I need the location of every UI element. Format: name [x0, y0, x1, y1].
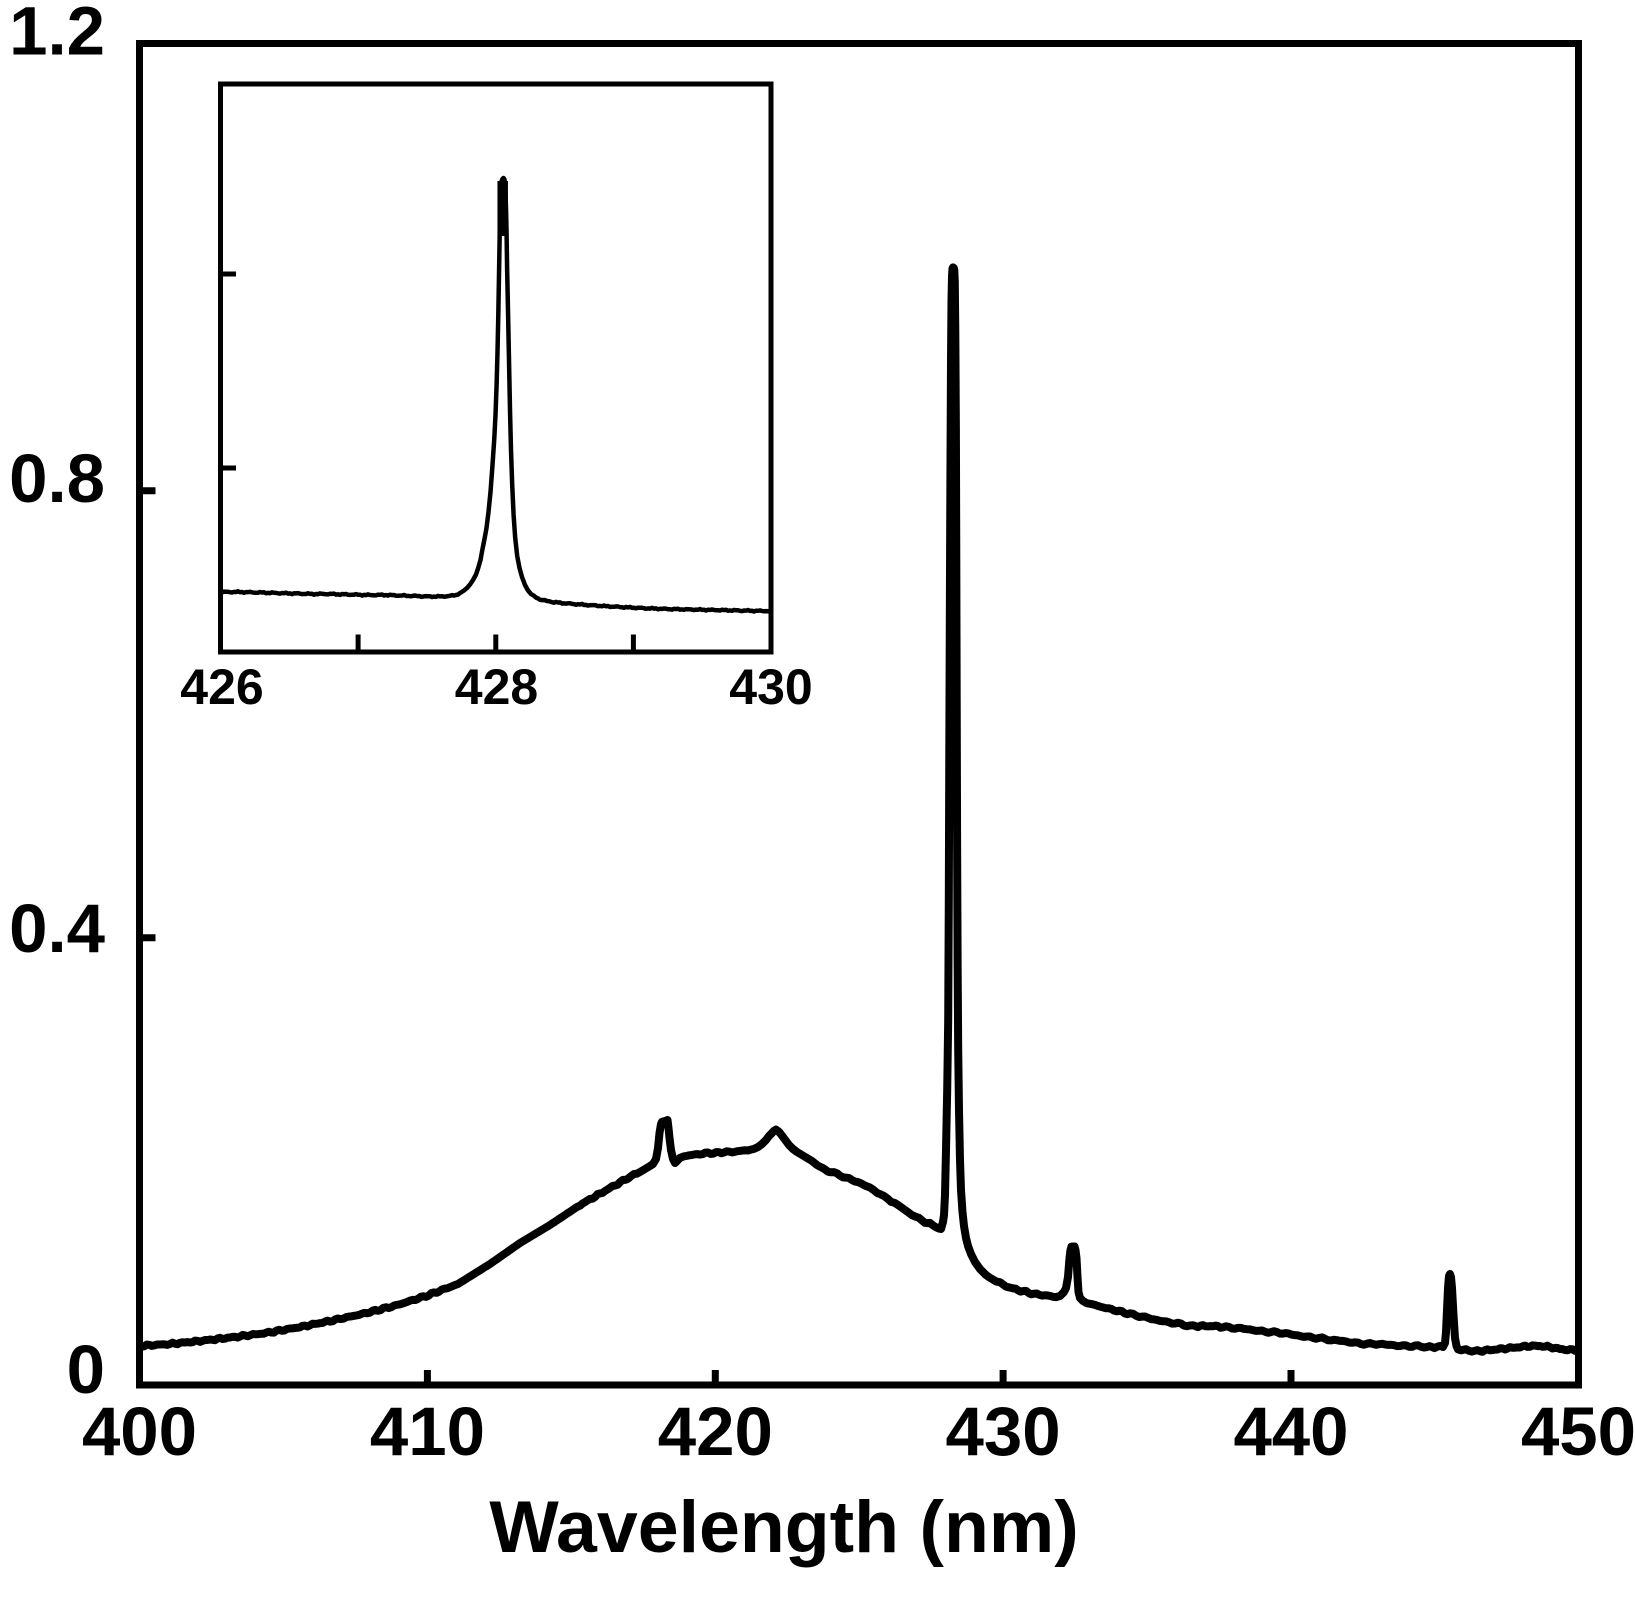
svg-text:0.4: 0.4: [9, 890, 105, 967]
svg-text:410: 410: [370, 1393, 485, 1470]
svg-text:430: 430: [729, 659, 812, 715]
svg-text:440: 440: [1233, 1393, 1348, 1470]
svg-text:1.2: 1.2: [9, 0, 105, 70]
svg-text:0: 0: [67, 1331, 105, 1408]
svg-text:430: 430: [946, 1393, 1061, 1470]
svg-text:426: 426: [180, 659, 263, 715]
svg-text:428: 428: [455, 659, 538, 715]
svg-text:0.8: 0.8: [9, 440, 105, 517]
svg-text:400: 400: [82, 1393, 197, 1470]
svg-text:420: 420: [658, 1393, 773, 1470]
svg-text:450: 450: [1521, 1393, 1635, 1470]
svg-text:Wavelength (nm): Wavelength (nm): [489, 1485, 1078, 1568]
